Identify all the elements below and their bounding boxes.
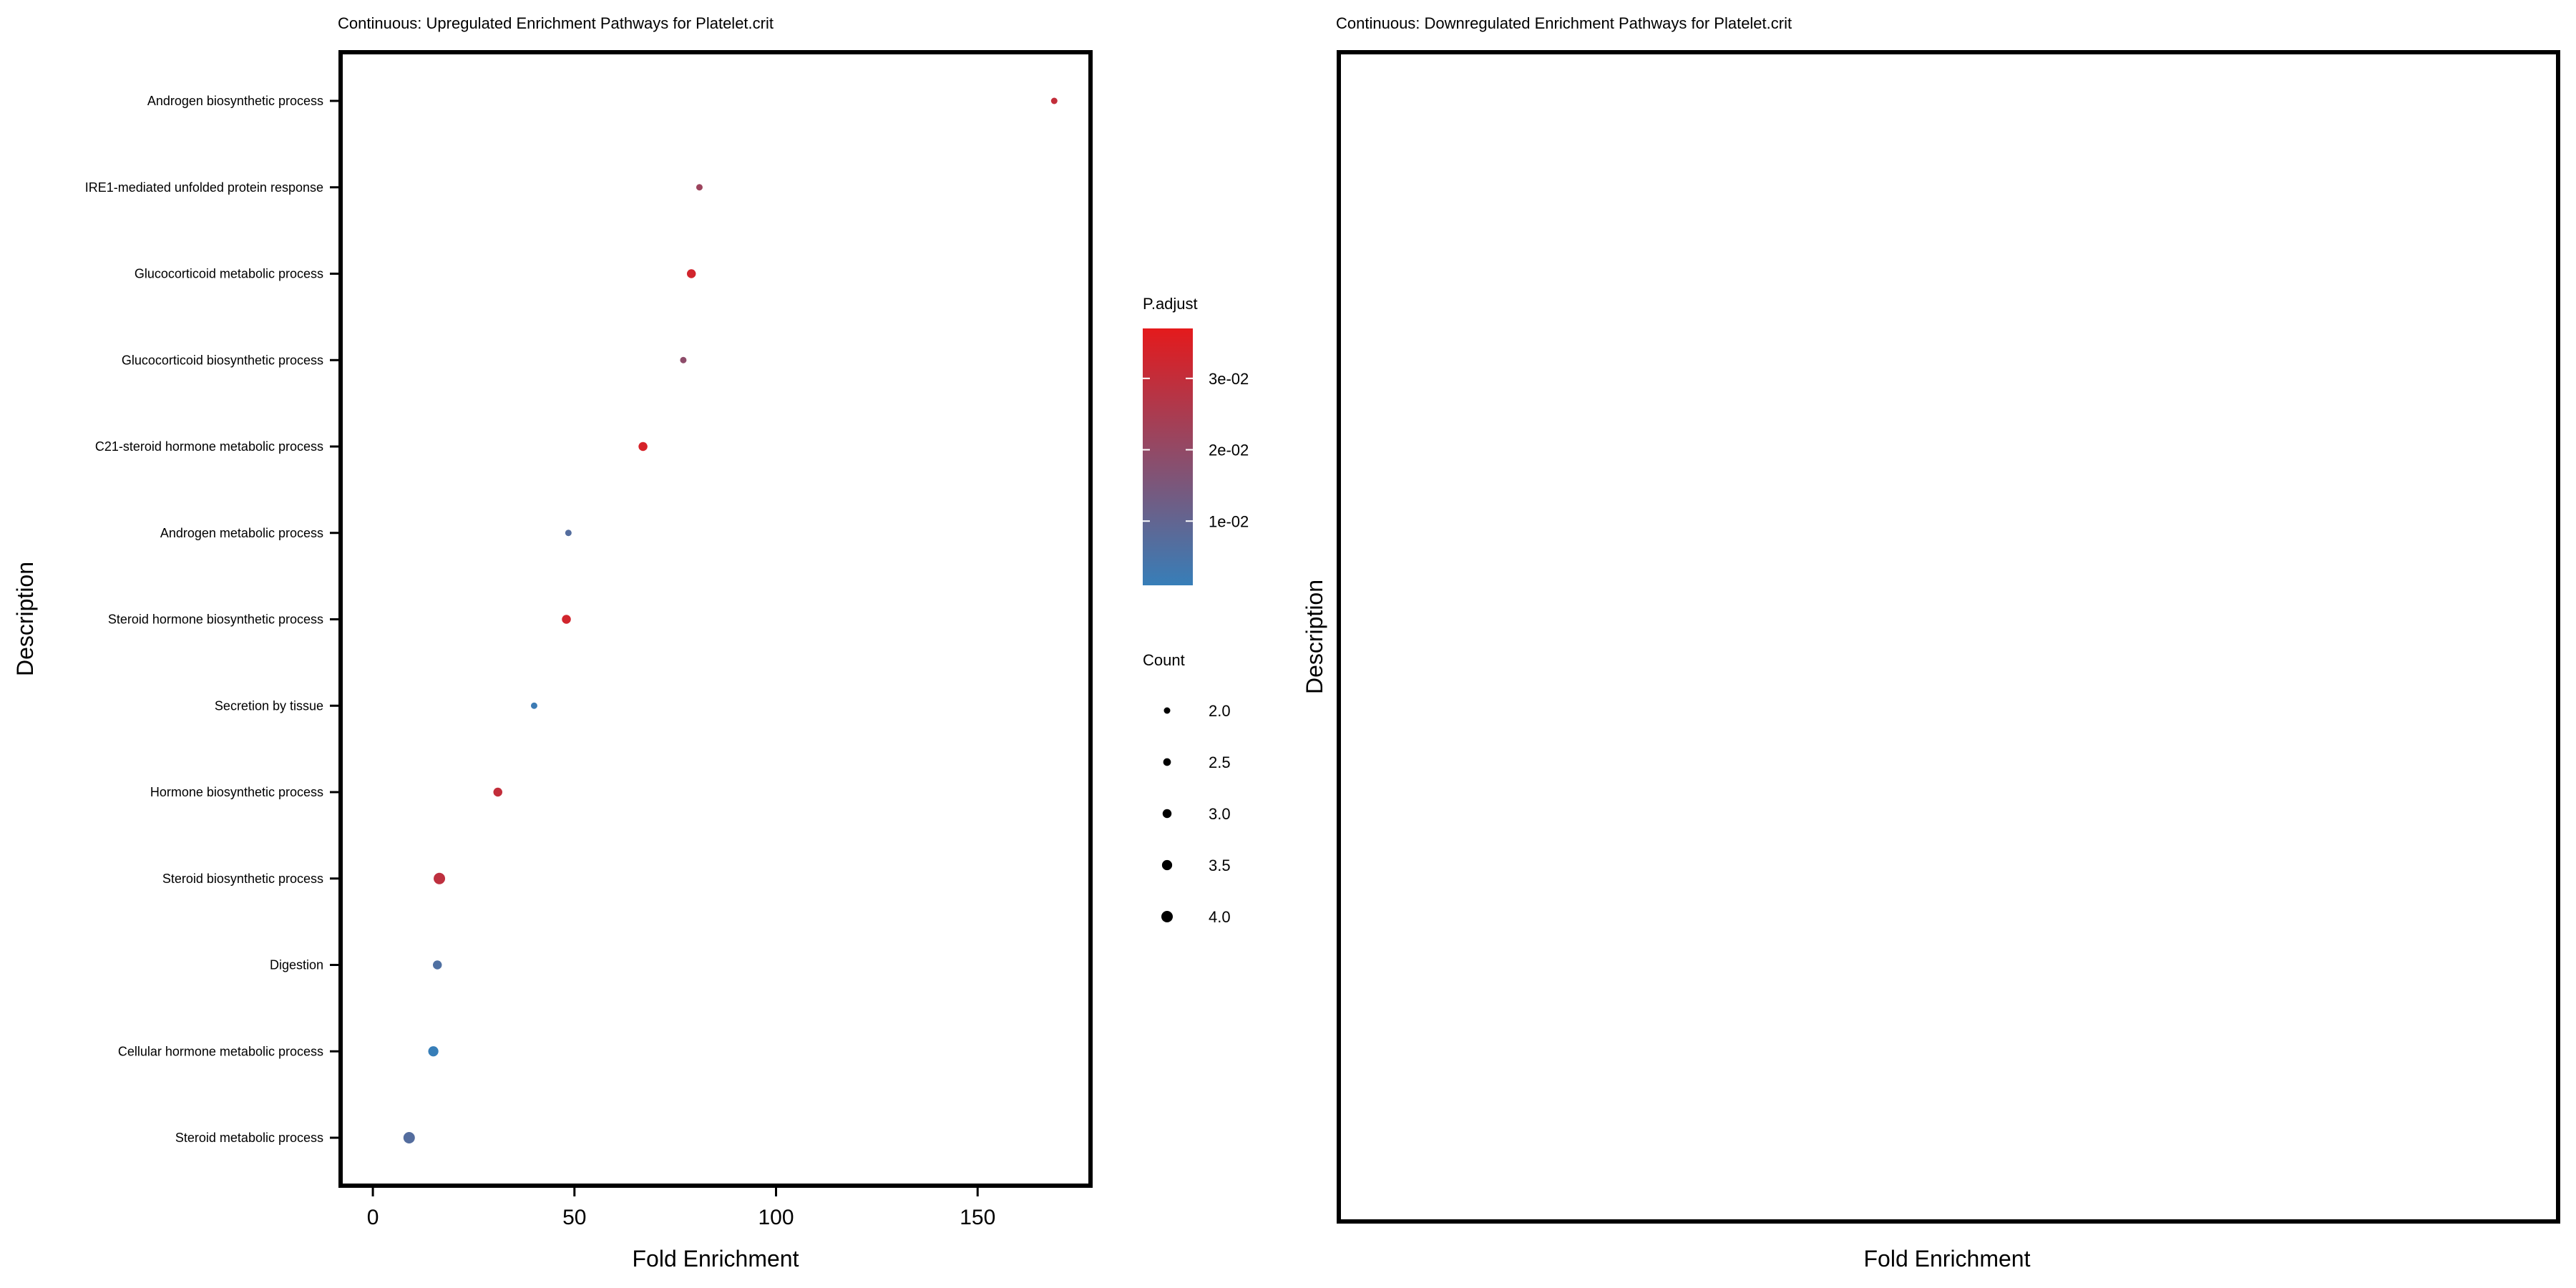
downregulated-plot-frame [1337,50,2560,1224]
y-category-label: Androgen biosynthetic process [147,94,323,108]
enrichment-point [638,441,648,452]
count-legend-title: Count [1143,651,1185,669]
y-category-label: Steroid metabolic process [175,1131,323,1145]
y-category-label: Glucocorticoid biosynthetic process [122,353,323,367]
enrichment-point [562,615,571,624]
y-category-label: Secretion by tissue [215,698,323,713]
count-legend-label: 3.5 [1209,857,1231,874]
padjust-colorbar-ticks: 1e-02 2e-02 3e-02 [1143,370,1249,530]
legend: P.adjust 1e-02 2e-02 3e-02 Count 2.0 2.5 3.0… [1143,295,1249,926]
y-category-label: IRE1-mediated unfolded protein response [85,180,323,195]
enrichment-point [432,960,442,970]
y-category-label: Digestion [270,958,323,972]
upregulated-panel: Continuous: Upregulated Enrichment Pathw… [12,14,1093,1272]
count-legend-label: 3.0 [1209,805,1231,823]
enrichment-point [434,872,446,884]
colorbar-label: 1e-02 [1209,512,1249,530]
x-tick-label: 100 [758,1206,794,1229]
count-legend-dot [1161,911,1173,922]
count-legend-dot [1163,758,1171,766]
colorbar-label: 3e-02 [1209,370,1249,388]
enrichment-point [403,1132,415,1143]
enrichment-point [696,184,703,191]
x-tick-label: 50 [562,1206,586,1229]
upregulated-panel-title: Continuous: Upregulated Enrichment Pathw… [338,14,774,32]
x-tick-label: 0 [367,1206,379,1229]
upregulated-x-axis: 0 50 100 150 [367,1188,995,1229]
count-legend-label: 2.5 [1209,753,1231,771]
padjust-legend-title: P.adjust [1143,295,1198,313]
count-legend-label: 2.0 [1209,702,1231,720]
enrichment-point [530,702,537,709]
count-legend-dot [1163,707,1171,714]
enrichment-point [686,269,696,278]
downregulated-panel-title: Continuous: Downregulated Enrichment Pat… [1336,14,1792,32]
enrichment-point [428,1046,439,1057]
y-category-label: Glucocorticoid metabolic process [135,267,323,281]
upregulated-plot-frame [338,50,1093,1188]
enrichment-point [680,356,687,364]
upregulated-y-axis-title: Description [12,562,38,676]
padjust-colorbar [1143,328,1193,585]
upregulated-x-axis-title: Fold Enrichment [633,1246,799,1272]
x-tick-label: 150 [960,1206,995,1229]
downregulated-y-axis-title: Description [1302,580,1327,694]
count-legend-label: 4.0 [1209,908,1231,926]
upregulated-points [403,97,1058,1143]
enrichment-point [565,530,572,537]
y-category-label: Cellular hormone metabolic process [118,1044,323,1058]
downregulated-x-axis-title: Fold Enrichment [1864,1246,2031,1272]
y-category-label: Steroid hormone biosynthetic process [108,613,323,627]
colorbar-label: 2e-02 [1209,441,1249,459]
count-legend-keys: 2.0 2.5 3.0 3.5 4.0 [1161,702,1231,926]
enrichment-point [493,787,502,797]
y-category-label: C21-steroid hormone metabolic process [95,439,323,454]
enrichment-point [1050,97,1058,104]
count-legend-dot [1161,859,1173,871]
downregulated-panel: Continuous: Downregulated Enrichment Pat… [1302,14,2560,1272]
upregulated-y-axis: Androgen biosynthetic process IRE1-mediat… [85,94,338,1145]
y-category-label: Hormone biosynthetic process [150,785,323,799]
y-category-label: Steroid biosynthetic process [162,872,323,886]
count-legend-dot [1162,809,1172,819]
y-category-label: Androgen metabolic process [160,526,323,540]
